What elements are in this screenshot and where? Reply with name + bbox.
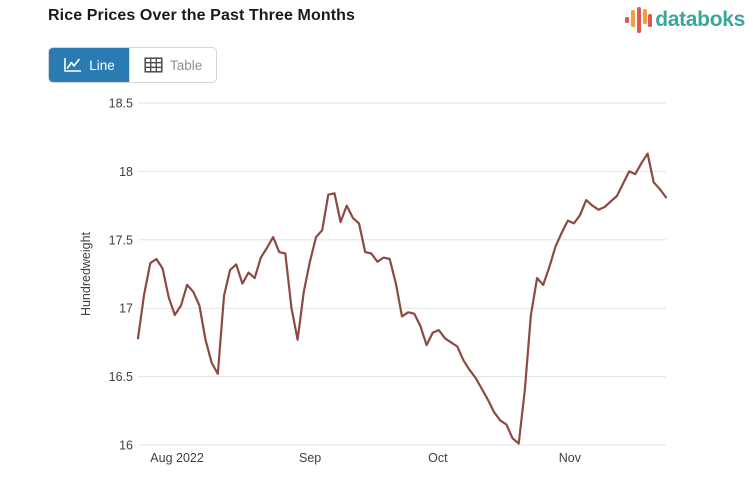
table-view-button[interactable]: Table	[129, 48, 216, 82]
y-tick-label: 18	[119, 165, 133, 179]
line-view-label: Line	[89, 57, 115, 73]
y-tick-label: 17.5	[109, 233, 133, 247]
y-tick-label: 16.5	[109, 370, 133, 384]
databoks-logo-icon	[625, 7, 653, 33]
table-icon	[144, 57, 163, 73]
databoks-logo-text: databoks	[655, 8, 745, 31]
page-title: Rice Prices Over the Past Three Months	[48, 7, 356, 24]
view-toggle-group: Line Table	[48, 47, 218, 83]
x-tick-label: Nov	[559, 451, 582, 465]
databoks-logo[interactable]: databoks	[625, 4, 745, 36]
y-tick-label: 18.5	[109, 97, 133, 111]
x-tick-label: Aug 2022	[150, 451, 204, 465]
y-tick-label: 16	[119, 439, 133, 453]
x-tick-label: Oct	[428, 451, 448, 465]
price-line-series	[136, 152, 668, 445]
y-tick-label: 17	[119, 302, 133, 316]
y-axis-title: Hundredweight	[79, 231, 93, 316]
line-chart-icon	[64, 58, 82, 72]
table-view-label: Table	[170, 57, 203, 73]
x-tick-label: Sep	[299, 451, 321, 465]
line-view-button[interactable]: Line	[49, 48, 129, 82]
